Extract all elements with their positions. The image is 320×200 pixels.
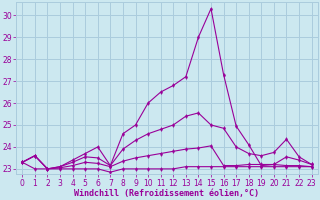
X-axis label: Windchill (Refroidissement éolien,°C): Windchill (Refroidissement éolien,°C) <box>75 189 260 198</box>
